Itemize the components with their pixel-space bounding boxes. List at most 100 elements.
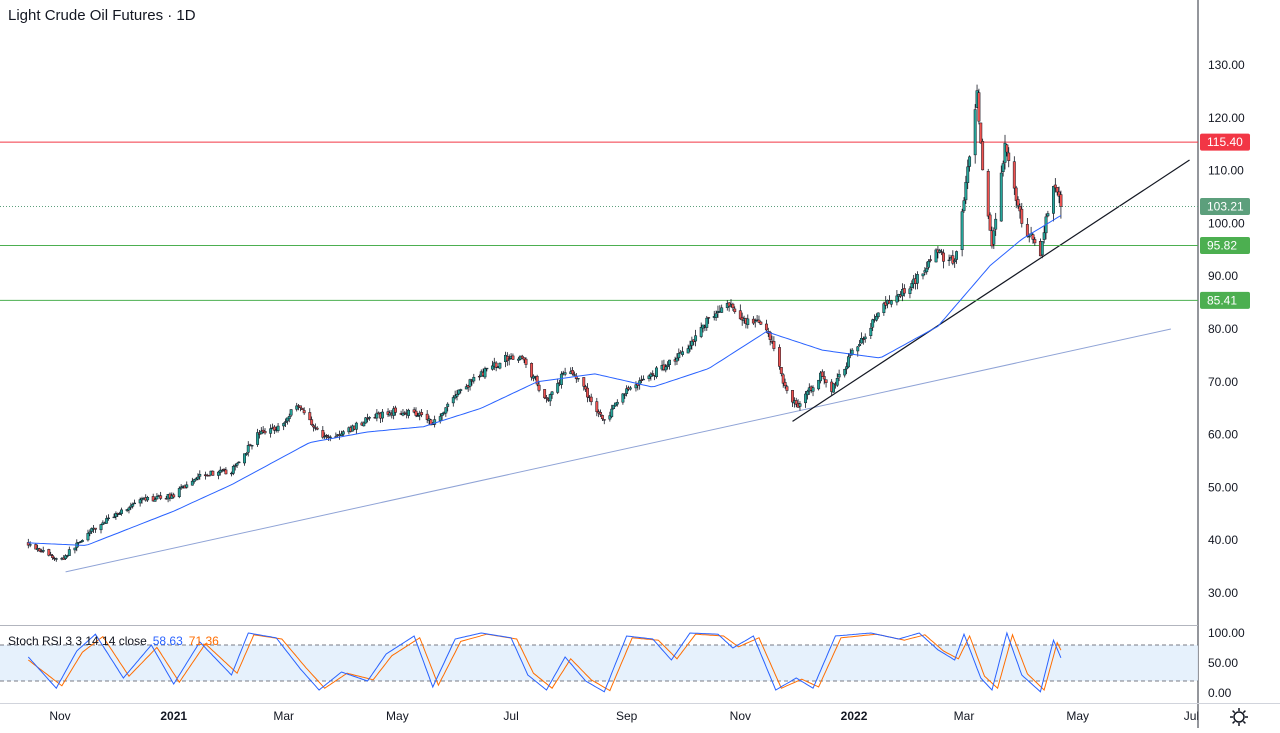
price-tick-label: 110.00 bbox=[1208, 164, 1244, 178]
candle bbox=[325, 434, 328, 437]
candle bbox=[794, 400, 798, 405]
candle bbox=[882, 303, 886, 313]
candle bbox=[964, 181, 968, 201]
level-label: 115.40 bbox=[1207, 135, 1243, 149]
candle bbox=[666, 364, 670, 367]
candle bbox=[246, 445, 250, 453]
candle bbox=[731, 303, 735, 309]
candle bbox=[817, 379, 821, 390]
candle bbox=[41, 549, 45, 552]
candle bbox=[211, 470, 215, 476]
stoch-tick-label: 50.00 bbox=[1208, 656, 1238, 670]
candle bbox=[846, 356, 850, 368]
candle bbox=[216, 471, 220, 476]
candle bbox=[414, 410, 418, 416]
candle bbox=[269, 428, 273, 434]
candle bbox=[300, 408, 304, 410]
candle bbox=[563, 372, 567, 375]
candle bbox=[416, 415, 420, 417]
candle bbox=[1014, 187, 1018, 201]
candle bbox=[302, 410, 306, 414]
candle bbox=[668, 359, 671, 365]
candle bbox=[340, 433, 343, 436]
candle bbox=[874, 316, 878, 321]
candle bbox=[641, 378, 645, 381]
candle bbox=[705, 317, 709, 328]
candle bbox=[381, 411, 384, 419]
candle bbox=[910, 283, 914, 288]
candle bbox=[272, 426, 276, 431]
settings-gear-icon[interactable] bbox=[1228, 706, 1250, 728]
candle bbox=[599, 412, 602, 415]
candle bbox=[131, 504, 135, 507]
candle bbox=[1025, 224, 1029, 236]
candle bbox=[107, 517, 110, 519]
candle bbox=[364, 417, 368, 424]
candle bbox=[733, 308, 737, 313]
candle bbox=[757, 319, 761, 323]
stoch-tick-label: 0.00 bbox=[1208, 686, 1232, 700]
candle bbox=[628, 387, 632, 390]
candle bbox=[34, 544, 38, 550]
candle bbox=[524, 358, 528, 365]
candle bbox=[231, 466, 235, 474]
candle bbox=[759, 321, 763, 325]
time-tick-label: Nov bbox=[730, 709, 751, 723]
candle bbox=[138, 499, 142, 504]
candle bbox=[595, 401, 599, 412]
chart-title: Light Crude Oil Futures · 1D bbox=[8, 7, 196, 24]
candle bbox=[647, 375, 651, 379]
candle bbox=[49, 554, 53, 556]
candle bbox=[746, 318, 750, 325]
stoch-k-line bbox=[27, 631, 1062, 693]
candle bbox=[133, 502, 137, 505]
candle bbox=[988, 214, 992, 231]
candle bbox=[889, 300, 893, 305]
candle bbox=[366, 418, 369, 420]
time-tick-label: Mar bbox=[273, 709, 294, 723]
candle bbox=[655, 367, 658, 377]
candle bbox=[675, 357, 679, 362]
candle bbox=[994, 218, 998, 230]
candle bbox=[420, 412, 424, 416]
candle bbox=[341, 431, 345, 435]
stoch-rsi-k-value: 58.63 bbox=[152, 634, 183, 648]
candle bbox=[843, 368, 847, 376]
candle bbox=[781, 374, 785, 384]
candle bbox=[947, 259, 951, 262]
candle bbox=[54, 558, 58, 560]
candle bbox=[992, 230, 996, 245]
candle bbox=[1053, 184, 1057, 189]
candle bbox=[977, 92, 981, 122]
candle bbox=[507, 358, 511, 360]
candle bbox=[192, 479, 196, 482]
candle bbox=[860, 338, 863, 344]
candle bbox=[576, 378, 580, 380]
candle bbox=[694, 335, 698, 342]
candle bbox=[850, 349, 854, 355]
candle bbox=[367, 417, 371, 419]
candle bbox=[312, 425, 315, 428]
candle bbox=[99, 524, 103, 531]
candle bbox=[927, 260, 931, 268]
time-tick-label: May bbox=[386, 709, 409, 723]
candle bbox=[1046, 213, 1050, 217]
time-tick-label: 2022 bbox=[841, 709, 868, 723]
candle bbox=[600, 415, 604, 420]
candle bbox=[610, 408, 614, 417]
time-tick-label: Nov bbox=[49, 709, 70, 723]
candle bbox=[962, 200, 966, 211]
candle bbox=[403, 412, 407, 414]
candle bbox=[938, 250, 942, 253]
candle bbox=[764, 323, 768, 331]
candle bbox=[298, 405, 302, 409]
candle bbox=[999, 172, 1003, 222]
candle bbox=[727, 302, 731, 307]
candle bbox=[649, 373, 653, 377]
last-price-label: 103.21 bbox=[1207, 199, 1244, 213]
candle bbox=[720, 307, 724, 313]
candle bbox=[28, 544, 32, 546]
candle bbox=[804, 393, 808, 404]
